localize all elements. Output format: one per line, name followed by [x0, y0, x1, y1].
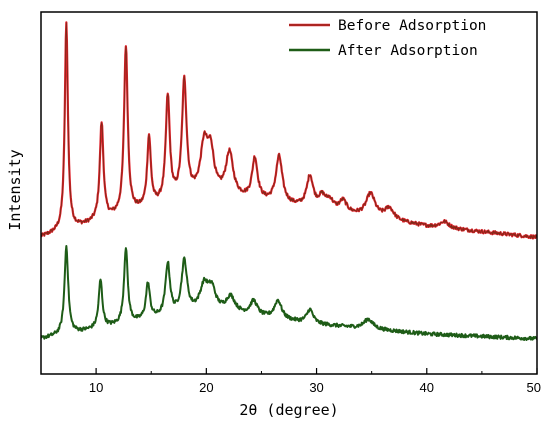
y-axis-label: Intensity: [6, 149, 24, 230]
series-line-after: [41, 244, 537, 342]
legend-label-after: After Adsorption: [338, 43, 478, 59]
legend-label-before: Before Adsorption: [338, 18, 486, 34]
x-axis-label: 2θ (degree): [239, 401, 338, 419]
x-tick-label: 20: [199, 380, 213, 395]
x-tick-label: 50: [527, 380, 541, 395]
x-tick-label: 10: [89, 380, 103, 395]
legend: Before Adsorption After Adsorption: [289, 18, 486, 59]
plot-frame: [40, 11, 538, 375]
x-tick-label: 30: [309, 380, 323, 395]
series-line-before-core: [41, 22, 537, 240]
x-tick-label: 40: [420, 380, 434, 395]
